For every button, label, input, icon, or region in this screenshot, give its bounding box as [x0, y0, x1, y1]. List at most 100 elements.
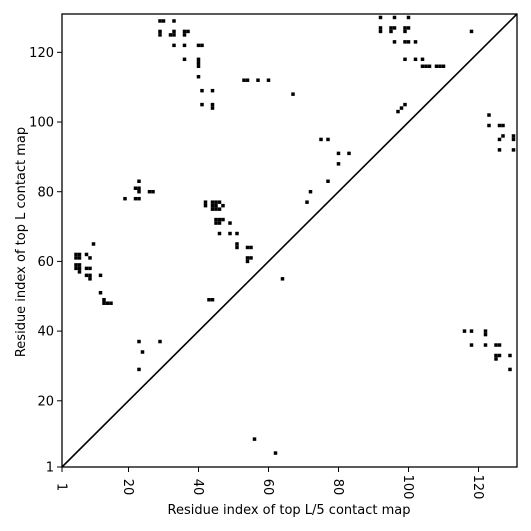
contact-cell-lower [406, 15, 411, 20]
diagonal-line [61, 13, 518, 468]
contact-cell-upper [77, 270, 82, 274]
contact-cell-lower [378, 29, 383, 34]
contact-cell-lower [420, 57, 425, 62]
contact-cell-upper [347, 151, 351, 156]
contact-cell-upper [172, 19, 176, 23]
y-tick-label: 80 [37, 185, 54, 200]
x-tick-label: 20 [120, 479, 135, 496]
contact-cell-upper [210, 200, 215, 204]
contact-cell-lower [399, 106, 404, 110]
contact-cell-lower [378, 15, 383, 20]
contact-cell-upper [74, 263, 78, 267]
contact-cell-upper [200, 102, 204, 107]
contact-cell-upper [140, 350, 145, 354]
contact-cell-upper [74, 266, 78, 271]
contact-cell-upper [98, 273, 103, 278]
contact-cell-lower [497, 343, 502, 347]
contact-cell-upper [137, 367, 141, 372]
contact-cell-lower [434, 64, 439, 69]
contact-cell-upper [242, 78, 246, 82]
contact-cell-upper [196, 57, 201, 62]
contact-cell-upper [214, 217, 218, 222]
contact-cell-upper [235, 231, 239, 236]
contact-cell-upper [256, 78, 260, 82]
contact-cell-lower [441, 64, 446, 69]
contact-cell-lower [462, 329, 467, 333]
contact-cell-upper [217, 217, 222, 222]
y-tick-label: 120 [29, 46, 54, 61]
contact-cell-upper [280, 277, 285, 281]
contact-cell-upper [182, 29, 187, 34]
contact-cell-lower [497, 148, 502, 152]
contact-cell-upper [203, 200, 208, 204]
contact-cell-upper [133, 196, 138, 201]
contact-cell-upper [172, 33, 176, 37]
plot-frame [61, 13, 518, 468]
contact-cell-lower [403, 57, 407, 62]
contact-cell-upper [214, 207, 218, 211]
x-axis-title: Residue index of top L/5 contact map [168, 503, 411, 518]
contact-cell-upper [210, 106, 215, 110]
contact-cell-upper [214, 203, 218, 208]
contact-cell-upper [319, 137, 323, 142]
contact-cell-lower [483, 329, 488, 333]
contact-cell-lower [511, 134, 516, 138]
contact-cell-upper [105, 301, 110, 305]
contact-cell-upper [235, 245, 239, 250]
contact-cell-upper [326, 179, 330, 183]
contact-cell-upper [228, 231, 232, 236]
contact-cell-lower [420, 64, 425, 69]
contact-cell-upper [158, 339, 162, 344]
contact-cell-upper [158, 33, 162, 37]
contact-cell-upper [77, 256, 82, 260]
contact-cell-upper [305, 200, 309, 204]
contact-cell-upper [77, 266, 82, 271]
contact-cell-upper [245, 256, 250, 260]
contact-cell-upper [168, 33, 173, 37]
contact-cell-upper [291, 92, 295, 96]
contact-cell-upper [210, 203, 215, 208]
contact-cell-upper [217, 221, 222, 225]
contact-cell-lower [511, 148, 516, 152]
y-axis-title: Residue index of top L contact map [14, 127, 29, 357]
contact-cell-upper [84, 252, 89, 257]
contact-cell-upper [158, 29, 162, 34]
contact-cell-upper [217, 200, 222, 204]
contact-cell-lower [406, 26, 411, 30]
x-tick-label: 80 [330, 479, 345, 496]
contact-cell-lower [413, 40, 418, 44]
contact-cell-lower [392, 26, 397, 30]
contact-cell-upper [200, 43, 204, 48]
contact-cell-lower [403, 26, 407, 30]
contact-cell-upper [74, 256, 78, 260]
contact-cell-lower [438, 64, 442, 69]
contact-cell-upper [196, 64, 201, 69]
contact-cell-upper [308, 189, 313, 194]
contact-cell-lower [501, 123, 505, 128]
x-tick-label: 40 [190, 479, 205, 496]
contact-cell-upper [249, 245, 253, 250]
contact-cell-upper [161, 19, 166, 23]
contact-cell-upper [172, 43, 176, 48]
contact-cell-upper [207, 298, 211, 302]
contact-cell-lower [403, 29, 407, 34]
contact-cell-upper [186, 29, 190, 34]
contact-cell-upper [77, 252, 82, 257]
contact-cell-upper [235, 242, 239, 246]
contact-cell-lower [406, 40, 411, 44]
contact-cell-upper [228, 221, 232, 225]
contact-cell-upper [182, 43, 187, 48]
contact-cell-lower [403, 102, 407, 107]
contact-cell-upper [210, 298, 215, 302]
contact-cell-lower [424, 64, 428, 69]
contact-cell-upper [102, 301, 106, 305]
contact-cell-lower [494, 353, 498, 358]
contact-cell-lower [497, 123, 502, 128]
x-tick-label: 120 [470, 475, 485, 500]
contact-cell-lower [392, 15, 397, 20]
contact-cell-upper [273, 451, 278, 455]
contact-cell-upper [336, 151, 341, 156]
y-tick-label: 1 [46, 461, 54, 476]
contact-cell-upper [84, 266, 89, 271]
contact-cell-upper [123, 196, 127, 201]
